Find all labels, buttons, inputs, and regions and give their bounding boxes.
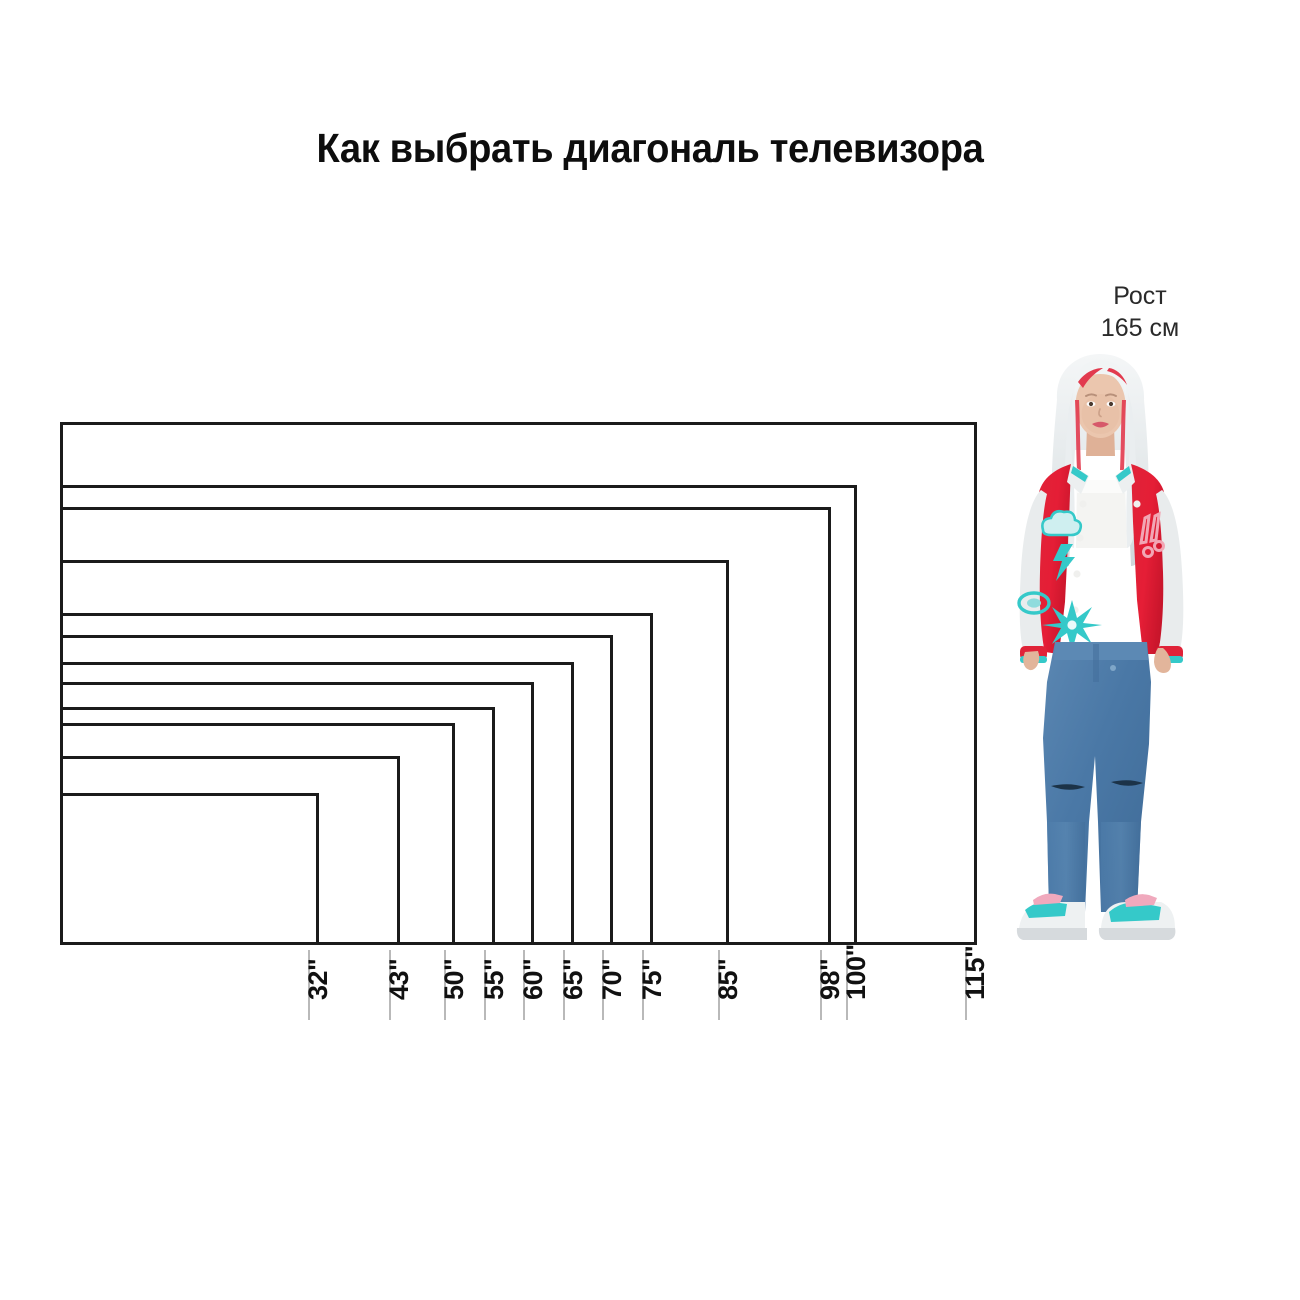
- hair-streak-left: [1075, 400, 1081, 470]
- hair-fringe: [1074, 360, 1127, 396]
- eyebrow-left: [1085, 393, 1097, 397]
- tick-label-98: 98": [815, 958, 845, 1000]
- patch-cloud-lightning: [1041, 509, 1083, 581]
- patch-circle: [1017, 591, 1051, 615]
- tick-line-65: [563, 950, 565, 1020]
- tick-line-70: [602, 950, 604, 1020]
- crop-top: [1076, 480, 1127, 548]
- face-shading: [1081, 394, 1120, 434]
- jeans-waistband: [1054, 642, 1148, 660]
- hair-streak-right: [1120, 400, 1126, 470]
- tick-line-115: [965, 950, 967, 1020]
- nose: [1098, 408, 1102, 418]
- jacket-button-1: [1079, 500, 1087, 508]
- tick-label-65: 65": [558, 958, 588, 1000]
- pupil-right: [1108, 401, 1114, 407]
- person-illustration: [1016, 354, 1184, 940]
- hand-right: [1154, 648, 1171, 673]
- jeans-flare-right: [1101, 822, 1141, 912]
- tick-label-60: 60": [518, 958, 548, 1000]
- jeans-button: [1110, 665, 1116, 671]
- lips: [1092, 421, 1109, 428]
- tick-label-32: 32": [303, 958, 333, 1000]
- tick-label-55: 55": [479, 958, 509, 1000]
- tick-label-70: 70": [597, 958, 627, 1000]
- jeans-fly: [1093, 644, 1099, 682]
- collar-trim-left: [1071, 466, 1088, 482]
- patch-number: [1139, 511, 1165, 558]
- person-caption-line1: Рост: [1113, 282, 1167, 310]
- tick-line-85: [718, 950, 720, 1020]
- knee-slit-right: [1111, 780, 1143, 786]
- tv-rect-32: [60, 793, 319, 945]
- person-figure: [985, 352, 1215, 950]
- jacket-button-5: [1133, 500, 1141, 508]
- hand-left: [1023, 651, 1040, 671]
- tick-label-75: 75": [637, 958, 667, 1000]
- patch-starburst: [1042, 600, 1102, 651]
- jacket-sleeve-right: [1156, 490, 1184, 654]
- tick-line-32: [308, 950, 310, 1020]
- tick-line-98: [820, 950, 822, 1020]
- tick-line-50: [444, 950, 446, 1020]
- jeans-flare-left: [1047, 822, 1085, 912]
- pupil-left: [1088, 401, 1094, 407]
- person-height-caption: Рост 165 см: [1060, 280, 1220, 344]
- tick-line-60: [523, 950, 525, 1020]
- hair-streak-top-left: [1078, 368, 1103, 388]
- knee-slit-left: [1051, 784, 1085, 790]
- tick-label-50: 50": [439, 958, 469, 1000]
- jacket-button-3: [1073, 570, 1081, 578]
- tick-label-85: 85": [713, 958, 743, 1000]
- tick-line-55: [484, 950, 486, 1020]
- tick-line-75: [642, 950, 644, 1020]
- crop-top-band: [1077, 480, 1125, 493]
- jacket-button-2: [1076, 534, 1084, 542]
- tick-line-43: [389, 950, 391, 1020]
- page-title: Как выбрать диагональ телевизора: [316, 125, 984, 171]
- tick-line-100: [846, 950, 848, 1020]
- jacket-right-panel: [1131, 464, 1166, 654]
- collar-trim-right: [1116, 466, 1131, 482]
- tick-label-115: 115": [960, 945, 990, 1000]
- hair-streak-top-right: [1107, 368, 1127, 385]
- tick-label-43: 43": [384, 958, 414, 1000]
- sneaker-left: [1016, 893, 1087, 940]
- eyebrow-right: [1105, 393, 1117, 397]
- sneaker-right: [1098, 894, 1176, 940]
- person-caption-line2: 165 см: [1100, 314, 1180, 342]
